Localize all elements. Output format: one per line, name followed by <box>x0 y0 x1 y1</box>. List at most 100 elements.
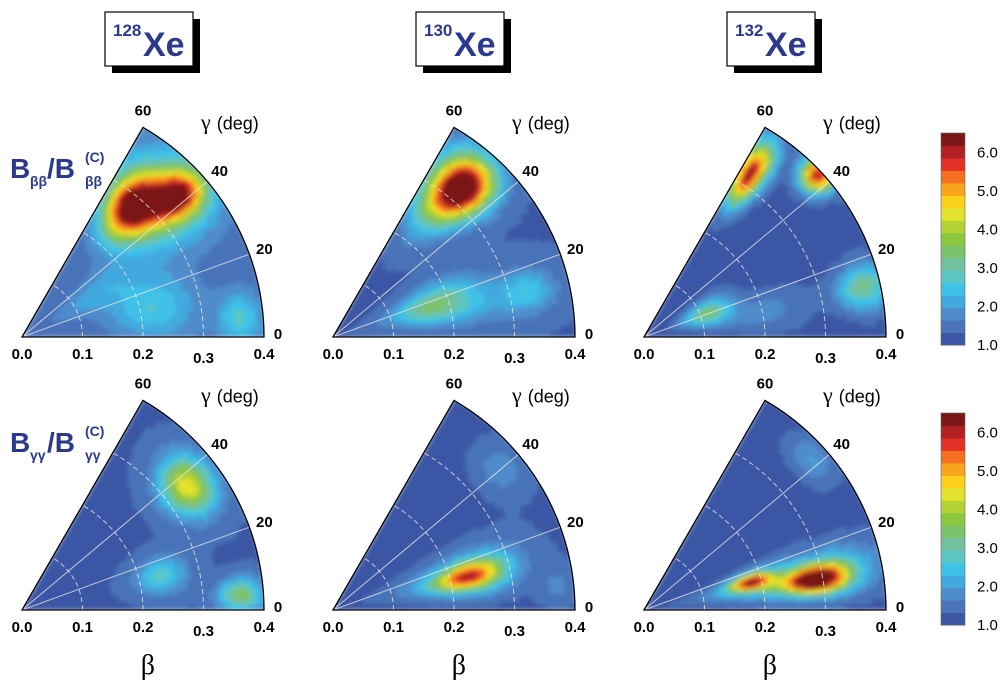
heatmap-cells <box>644 127 886 337</box>
heat-cell <box>254 324 261 332</box>
gamma-tick-label: 40 <box>211 163 228 180</box>
row-label-subscript: γγ <box>30 447 46 463</box>
heat-cell <box>525 331 532 337</box>
heat-cell <box>550 325 557 333</box>
beta-tick-label: 0.4 <box>254 346 276 363</box>
nucleus-title-130Xe: 130 Xe <box>415 11 511 73</box>
mass-number: 132 <box>735 21 763 40</box>
heat-cell <box>545 331 552 337</box>
heat-cell <box>544 314 551 322</box>
heat-cell <box>509 327 517 334</box>
heat-cell <box>249 330 256 337</box>
beta-tick-label: 0.4 <box>565 346 587 363</box>
heat-cell <box>239 325 246 333</box>
row-label-main: B <box>10 153 30 184</box>
heat-cell <box>504 327 511 334</box>
heat-cell <box>560 324 567 332</box>
heat-cell <box>238 319 246 327</box>
heat-cell <box>515 331 522 337</box>
gamma-unit: (deg) <box>528 113 570 133</box>
heat-cell <box>554 313 561 321</box>
polar-grid <box>22 179 250 337</box>
sector-outline <box>331 126 576 338</box>
heat-cell <box>534 321 542 328</box>
grid-arc <box>112 179 204 337</box>
grid-ray <box>22 181 208 337</box>
heat-cell <box>233 320 241 327</box>
heat-cell <box>484 328 491 334</box>
heat-cell <box>524 321 532 328</box>
gamma-tick-label: 0 <box>585 326 593 343</box>
heatmap-surface <box>22 127 264 337</box>
heat-cell <box>555 325 562 332</box>
beta-tick-label: 0.3 <box>193 350 214 367</box>
beta-tick-label: 0.0 <box>323 346 344 363</box>
heat-cell <box>243 313 250 321</box>
heat-cell <box>494 328 501 334</box>
heat-cell <box>529 321 537 328</box>
heat-cell <box>539 315 546 322</box>
heat-cell <box>203 327 211 333</box>
heat-cell <box>183 328 190 334</box>
heat-cell <box>565 324 572 332</box>
beta-tick-label: 0.0 <box>12 346 33 363</box>
element-symbol: Xe <box>765 26 807 64</box>
sector-outline <box>20 126 265 338</box>
row-label-subscript-2: γγ <box>85 447 101 463</box>
heat-cell <box>223 321 231 328</box>
beta-tick-label: 0.1 <box>72 346 93 363</box>
beta-tick-label: 0.3 <box>504 350 525 367</box>
gamma-axis-label: γ (deg) <box>511 109 570 134</box>
heat-cell <box>223 315 230 323</box>
heat-cell <box>209 331 216 337</box>
heatmap-cells <box>22 127 264 337</box>
heat-cell <box>244 330 251 337</box>
nucleus-titles: 128 Xe 130 Xe 132 Xe <box>104 11 822 73</box>
grid-arc <box>423 179 515 337</box>
heat-cell <box>549 314 556 322</box>
title-box <box>415 11 505 67</box>
heatmap-surface <box>333 127 575 337</box>
gamma-symbol: γ <box>511 109 522 134</box>
heat-cell <box>535 331 542 337</box>
row-label-divider: /B <box>47 427 75 458</box>
heat-cell <box>555 330 562 337</box>
heat-cell <box>249 324 256 332</box>
heat-cell <box>565 318 572 326</box>
beta-tick-label: 0.2 <box>444 346 465 363</box>
title-box <box>104 11 194 67</box>
gamma-tick-label: 60 <box>135 102 152 119</box>
gamma-tick-label: 60 <box>446 102 463 119</box>
heat-cell <box>244 319 251 327</box>
gamma-tick-label: 20 <box>567 241 584 258</box>
heat-cell <box>540 331 547 337</box>
heat-cell <box>525 326 532 333</box>
row-label-superscript: (C) <box>85 423 104 439</box>
row-label-subscript: ββ <box>30 173 48 189</box>
heat-cell <box>544 320 552 327</box>
heat-cell <box>188 327 195 334</box>
gamma-tick-label: 20 <box>256 241 273 258</box>
row-label-main: B <box>10 427 30 458</box>
heat-cell <box>565 330 572 337</box>
heat-cell <box>238 314 245 322</box>
gamma-symbol: γ <box>200 109 211 134</box>
heat-cell <box>204 331 211 337</box>
heat-cell <box>228 320 236 328</box>
heat-cell <box>224 331 231 337</box>
heat-cell <box>224 326 231 333</box>
heat-cell <box>198 327 206 334</box>
mass-number: 128 <box>113 21 141 40</box>
heat-cell <box>253 312 261 321</box>
grid-ray <box>333 253 561 337</box>
heat-cell <box>233 314 240 322</box>
gamma-unit: (deg) <box>217 113 259 133</box>
grid-ray <box>333 181 519 337</box>
heat-cell <box>228 315 235 322</box>
